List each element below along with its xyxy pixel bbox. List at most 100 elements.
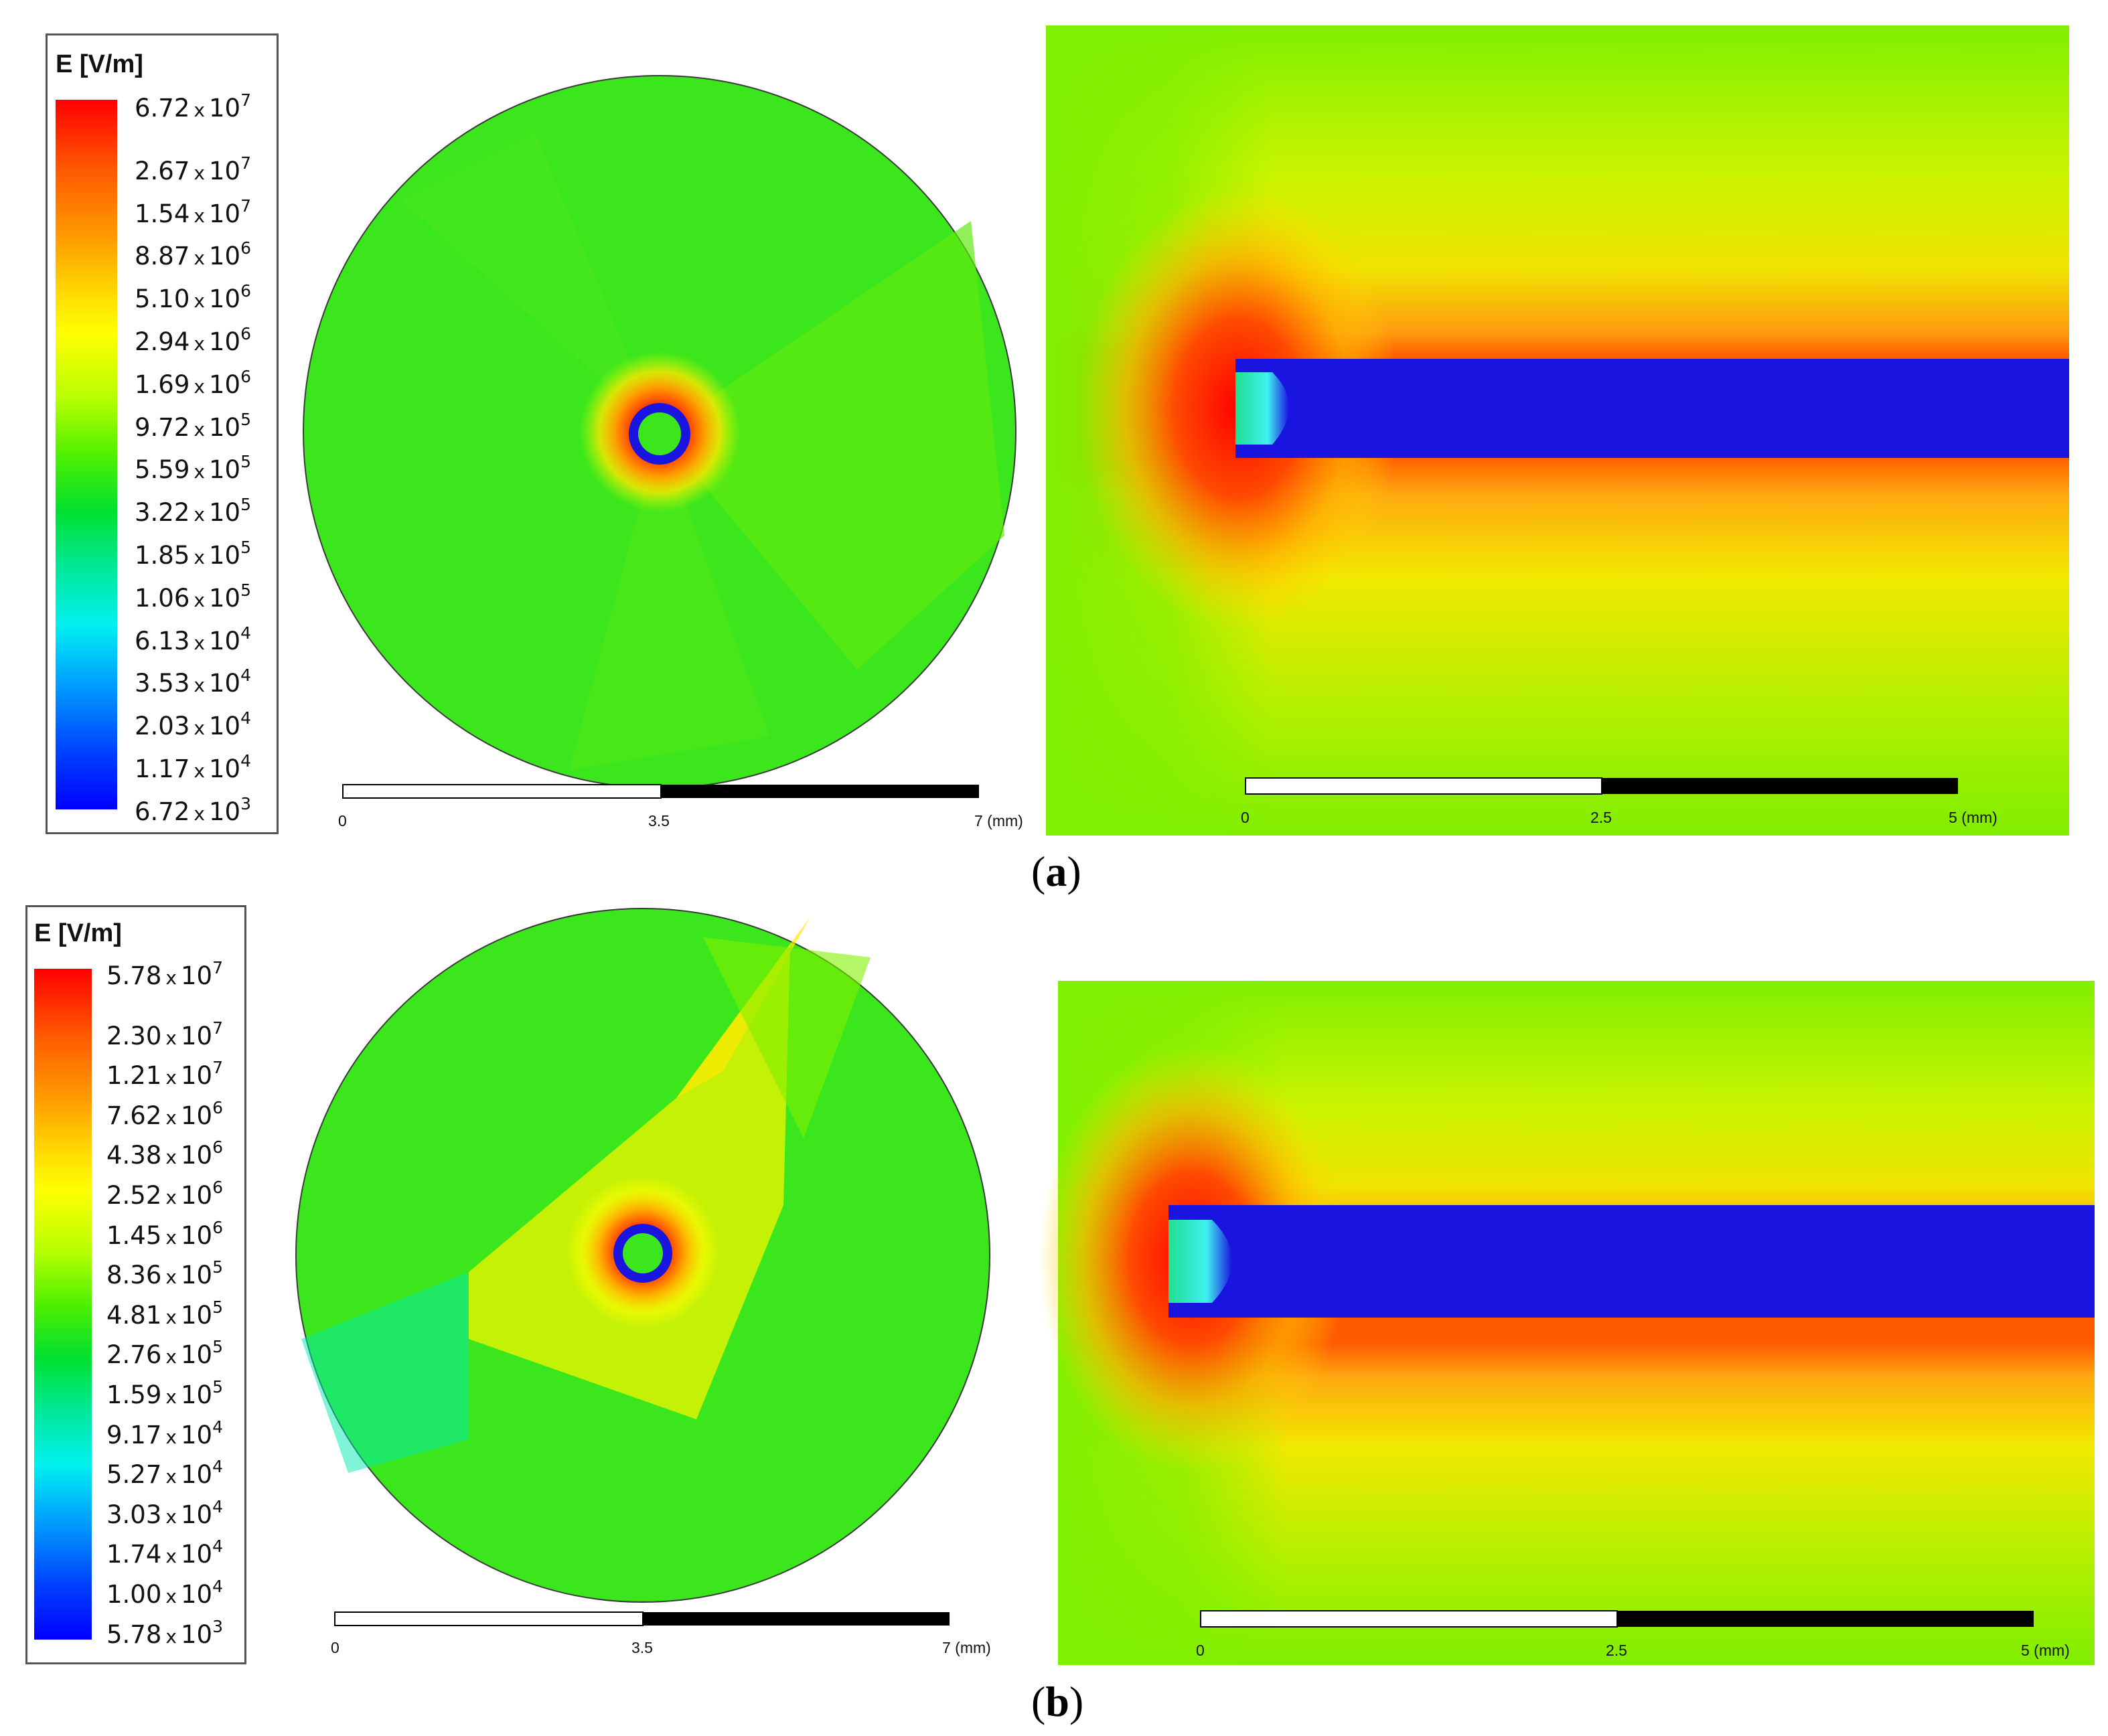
- legend-base: 10: [208, 412, 241, 442]
- legend-label: 8.87 x 106: [135, 240, 251, 271]
- legend-mantissa: 8.36: [106, 1261, 162, 1290]
- panel-a-longitudinal-view: [1046, 25, 2069, 836]
- legend-exponent: 5: [212, 1297, 223, 1317]
- legend-mantissa: 2.94: [135, 327, 190, 356]
- legend-times: x: [194, 760, 205, 782]
- panel-a-legend: E [V/m] 6.72 x 107 2.67 x 107 1.54 x 107 8.87 x 106…: [46, 33, 279, 834]
- legend-base: 10: [180, 1300, 213, 1330]
- panel-a-cross-scale-bar: [342, 784, 979, 799]
- legend-exponent: 4: [212, 1496, 223, 1516]
- legend-mantissa: 2.67: [135, 156, 190, 185]
- legend-times: x: [194, 674, 205, 697]
- legend-label: 1.74 x 104: [106, 1538, 223, 1569]
- legend-label: 9.72 x 105: [135, 411, 251, 442]
- legend-mantissa: 3.22: [135, 498, 190, 528]
- legend-mantissa: 1.45: [106, 1220, 162, 1250]
- legend-label: 1.21 x 107: [106, 1059, 223, 1091]
- legend-exponent: 6: [240, 281, 251, 301]
- legend-label: 9.17 x 104: [106, 1419, 223, 1447]
- legend-label: 6.13 x 104: [135, 625, 251, 655]
- legend-times: x: [165, 1186, 177, 1208]
- legend-label: 2.30 x 107: [106, 1020, 223, 1048]
- panel-a-long-tick-2: 5 (mm): [1949, 809, 1998, 826]
- legend-title: E [V/m]: [56, 50, 143, 78]
- legend-times: x: [194, 333, 205, 355]
- legend-times: x: [194, 418, 205, 441]
- legend-exponent: 4: [212, 1457, 223, 1477]
- panel-b-cross-tick-1: 3.5: [631, 1639, 653, 1656]
- legend-exponent: 7: [212, 1058, 223, 1078]
- legend-label: 1.85 x 105: [135, 539, 251, 570]
- legend-base: 10: [208, 583, 241, 613]
- legend-exponent: 7: [240, 153, 251, 173]
- legend-mantissa: 6.72: [135, 797, 190, 826]
- legend-mantissa: 1.17: [135, 755, 190, 783]
- legend-label: 1.54 x 107: [135, 198, 251, 227]
- legend-exponent: 7: [240, 90, 251, 110]
- legend-mantissa: 4.38: [106, 1141, 162, 1170]
- legend-times: x: [165, 1067, 177, 1089]
- legend-times: x: [165, 1386, 177, 1408]
- legend-label: 1.00 x 104: [106, 1578, 223, 1607]
- panel-b-long-tick-0: 0: [1196, 1642, 1205, 1659]
- panel-a-cross-section: [303, 75, 1017, 789]
- legend-times: x: [165, 1466, 177, 1488]
- legend-mantissa: 1.59: [106, 1380, 162, 1409]
- legend-exponent: 6: [240, 366, 251, 386]
- legend-base: 10: [208, 755, 241, 783]
- legend-base: 10: [180, 1261, 213, 1290]
- legend-label: 2.67 x 107: [135, 155, 251, 185]
- panel-a-long-tick-0: 0: [1241, 809, 1250, 826]
- legend-mantissa: 1.06: [135, 583, 190, 613]
- legend-times: x: [194, 204, 205, 227]
- legend-times: x: [194, 588, 205, 611]
- legend-label: 2.94 x 106: [135, 325, 251, 356]
- legend-exponent: 6: [240, 324, 251, 343]
- legend-mantissa: 8.87: [135, 242, 190, 271]
- legend-mantissa: 1.69: [135, 370, 190, 399]
- legend-times: x: [165, 1505, 177, 1528]
- legend-base: 10: [208, 156, 241, 185]
- legend-exponent: 4: [212, 1536, 223, 1557]
- panel-b-long-scale-bar: [1200, 1610, 2034, 1628]
- legend-exponent: 3: [212, 1616, 223, 1636]
- legend-mantissa: 3.03: [106, 1500, 162, 1529]
- legend-label: 4.81 x 105: [106, 1299, 223, 1330]
- legend-mantissa: 5.10: [135, 285, 190, 314]
- legend-times: x: [165, 1226, 177, 1249]
- legend-exponent: 6: [240, 238, 251, 258]
- legend-exponent: 5: [212, 1377, 223, 1397]
- legend-label: 5.78 x 103: [106, 1618, 223, 1648]
- legend-base: 10: [180, 1340, 213, 1370]
- legend-base: 10: [180, 1101, 213, 1130]
- panel-b-cross-section: [295, 908, 990, 1603]
- legend-base: 10: [208, 541, 241, 570]
- legend-label: 1.06 x 105: [135, 582, 251, 613]
- panel-a-long-scale-bar: [1245, 777, 1958, 795]
- legend-label: 3.53 x 104: [135, 667, 251, 698]
- legend-base: 10: [180, 1141, 213, 1170]
- legend-base: 10: [208, 669, 241, 698]
- legend-base: 10: [180, 1061, 213, 1091]
- caption-letter: b: [1045, 1678, 1069, 1725]
- legend-exponent: 5: [240, 580, 251, 600]
- legend-exponent: 5: [240, 538, 251, 557]
- legend-base: 10: [180, 1220, 213, 1250]
- legend-base: 10: [180, 1540, 213, 1569]
- legend-base: 10: [208, 626, 241, 655]
- legend-times: x: [194, 546, 205, 568]
- legend-mantissa: 1.74: [106, 1540, 162, 1569]
- legend-label: 5.10 x 106: [135, 283, 251, 314]
- panel-a-long-tick-1: 2.5: [1590, 809, 1612, 826]
- legend-times: x: [165, 1545, 177, 1568]
- legend-mantissa: 2.03: [135, 712, 190, 741]
- legend-exponent: 5: [212, 1337, 223, 1357]
- legend-exponent: 7: [212, 958, 223, 977]
- panel-b-longitudinal-view: [1038, 981, 2095, 1665]
- legend-exponent: 5: [240, 409, 251, 429]
- legend-label: 1.69 x 106: [135, 368, 251, 399]
- legend-times: x: [194, 461, 205, 483]
- legend-label: 6.72 x 103: [135, 795, 251, 826]
- legend-times: x: [165, 1625, 177, 1648]
- panel-a-cross-tick-0: 0: [338, 812, 347, 830]
